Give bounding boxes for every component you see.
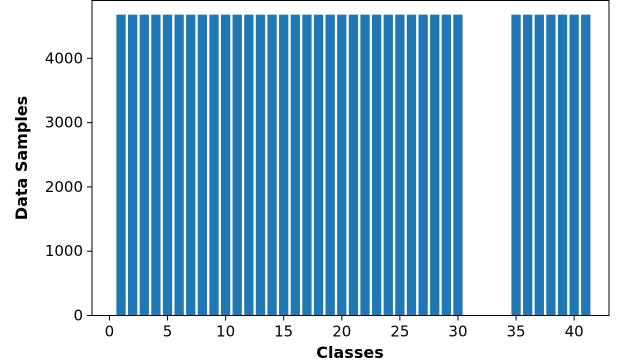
x-axis: 0 5 10 15 20 25 30 35 40 bbox=[105, 315, 584, 341]
bar-class-4 bbox=[151, 14, 161, 316]
y-tick-label: 0 bbox=[73, 307, 83, 325]
x-tick-label: 25 bbox=[390, 323, 409, 341]
bar-class-38 bbox=[546, 14, 556, 316]
bar-class-9 bbox=[209, 14, 219, 316]
bar-class-14 bbox=[267, 14, 277, 316]
x-axis-title: Classes bbox=[316, 343, 383, 362]
bar-class-39 bbox=[557, 14, 568, 316]
bar-class-8 bbox=[197, 14, 208, 316]
bar-class-41 bbox=[581, 14, 591, 316]
x-tick-label: 35 bbox=[507, 323, 526, 341]
plot-frame bbox=[91, 0, 610, 316]
y-tick-label: 2000 bbox=[45, 178, 83, 196]
x-tick-label: 5 bbox=[163, 323, 173, 341]
bar-class-2 bbox=[128, 14, 138, 316]
bar-class-25 bbox=[395, 14, 405, 316]
x-tick-label: 15 bbox=[274, 323, 293, 341]
bar-class-19 bbox=[325, 14, 335, 316]
bar-class-18 bbox=[313, 14, 324, 316]
bar-class-10 bbox=[220, 14, 231, 316]
bar-class-21 bbox=[348, 14, 359, 316]
bar-class-7 bbox=[186, 14, 196, 316]
y-axis-title: Data Samples bbox=[12, 96, 31, 220]
x-tick-label: 30 bbox=[448, 323, 467, 341]
bars-group bbox=[116, 14, 591, 316]
bar-class-36 bbox=[523, 14, 533, 316]
bar-class-23 bbox=[371, 14, 382, 316]
bar-class-37 bbox=[534, 14, 544, 316]
bar-class-35 bbox=[511, 14, 521, 316]
bar-class-3 bbox=[139, 14, 149, 316]
x-tick-label: 10 bbox=[216, 323, 235, 341]
bar-class-5 bbox=[162, 14, 173, 316]
x-tick-label: 0 bbox=[105, 323, 115, 341]
y-tick-label: 4000 bbox=[45, 49, 83, 67]
bar-class-27 bbox=[418, 14, 428, 316]
bar-class-13 bbox=[255, 14, 266, 316]
bar-class-1 bbox=[116, 14, 126, 316]
y-axis: 0 1000 2000 3000 4000 bbox=[45, 49, 92, 325]
bar-class-16 bbox=[290, 14, 300, 316]
bar-class-26 bbox=[406, 14, 417, 316]
bar-class-24 bbox=[383, 14, 393, 316]
bar-class-40 bbox=[569, 14, 579, 316]
y-tick-label: 3000 bbox=[45, 114, 83, 132]
bar-class-11 bbox=[232, 14, 242, 316]
bar-class-29 bbox=[441, 14, 451, 316]
bar-class-22 bbox=[360, 14, 370, 316]
y-tick-label: 1000 bbox=[45, 242, 83, 260]
bar-class-15 bbox=[279, 14, 289, 316]
bar-class-17 bbox=[302, 14, 312, 316]
bar-class-20 bbox=[337, 14, 347, 316]
bar-class-6 bbox=[174, 14, 184, 316]
x-tick-label: 20 bbox=[332, 323, 351, 341]
bar-class-12 bbox=[244, 14, 254, 316]
bar-class-28 bbox=[430, 14, 440, 316]
x-tick-label: 40 bbox=[565, 323, 584, 341]
bar-class-30 bbox=[453, 14, 463, 316]
